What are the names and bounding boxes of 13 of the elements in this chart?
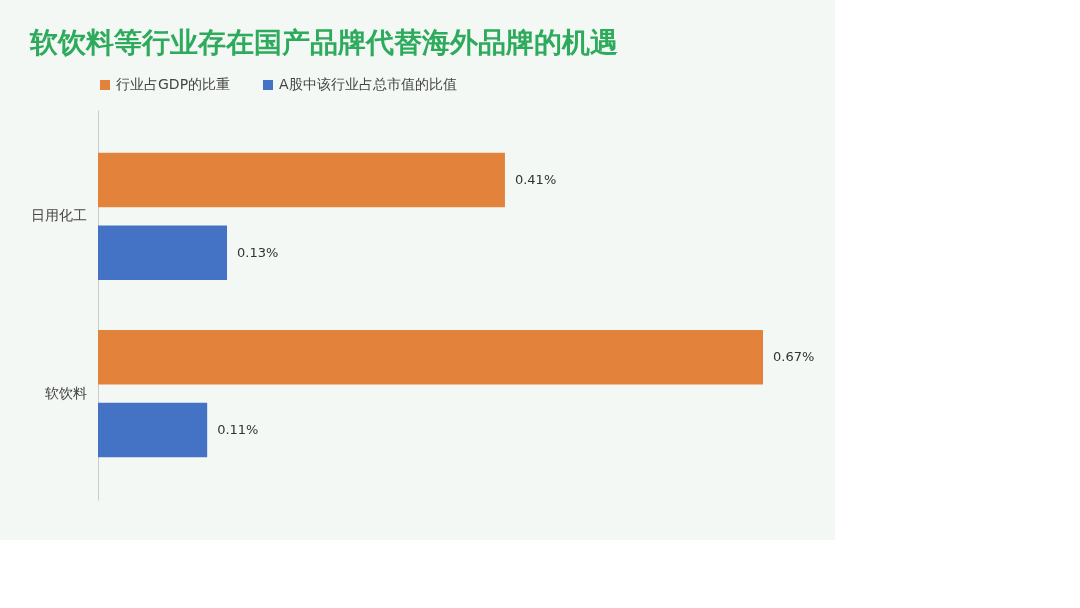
y-tick-label: 软饮料 [44,384,87,401]
legend-label: 行业占GDP的比重 [116,76,231,92]
bar [98,330,763,385]
legend-label: A股中该行业占总市值的比值 [279,76,457,92]
data-label: 0.67% [773,349,815,365]
bar [98,152,505,208]
bar [98,225,228,280]
bar [98,402,208,458]
y-tick-label: 日用化工 [30,207,87,224]
data-label: 0.41% [514,172,557,187]
chart-title: 软饮料等行业存在国产品牌代替海外品牌的机遇 [29,26,618,59]
data-label: 0.13% [237,244,279,260]
data-label: 0.11% [217,422,259,437]
